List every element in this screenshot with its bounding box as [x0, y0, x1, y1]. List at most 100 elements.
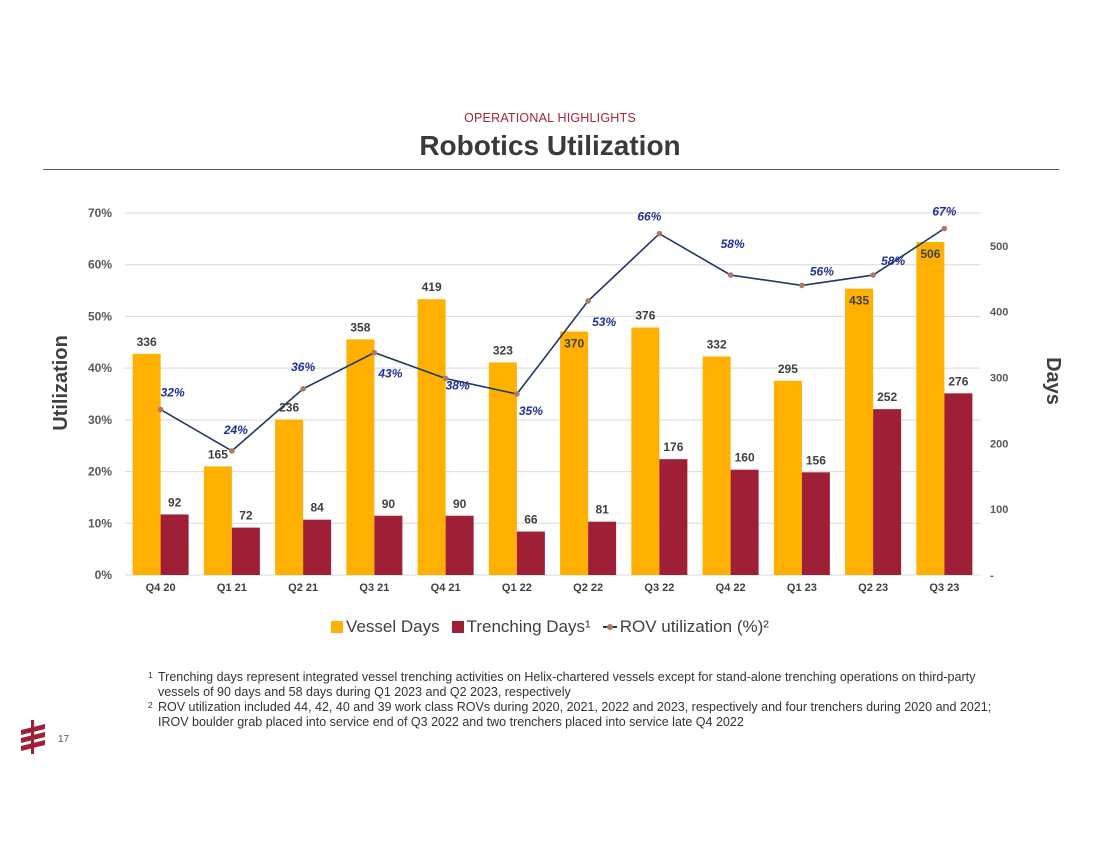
vessel-days-bar [488, 362, 517, 575]
trenching-days-label: 72 [239, 509, 253, 523]
vessel-days-bar [773, 380, 802, 575]
x-axis-tick-label: Q4 20 [146, 582, 176, 594]
page-title: Robotics Utilization [419, 130, 681, 161]
section-label: OPERATIONAL HIGHLIGHTS [464, 111, 636, 125]
vessel-days-label: 295 [778, 362, 798, 376]
vessel-days-label: 236 [279, 401, 299, 415]
vessel-days-label: 370 [564, 336, 584, 350]
vessel-days-bar [702, 356, 731, 575]
rov-utilization-label: 43% [377, 367, 402, 381]
vessel-days-bar [417, 299, 446, 575]
legend-swatch-trenching-days [451, 621, 464, 633]
right-axis-tick-label: - [990, 570, 994, 582]
trenching-days-label: 276 [948, 374, 968, 388]
left-axis-tick-label: 50% [88, 309, 112, 323]
legend-swatch-vessel-days [331, 621, 344, 633]
trenching-days-label: 176 [663, 440, 683, 454]
rov-utilization-label: 24% [223, 423, 248, 437]
legend-item-rov-utilization: ROV utilization (%)² [602, 617, 769, 637]
x-axis-tick-label: Q2 22 [573, 582, 603, 594]
vessel-days-label: 506 [920, 247, 940, 261]
x-axis-tick-label: Q3 22 [644, 582, 674, 594]
vessel-days-bar [560, 331, 589, 575]
vessel-days-label: 332 [707, 337, 727, 351]
legend-item-vessel-days: Vessel Days [331, 617, 440, 637]
vessel-days-label: 165 [208, 447, 228, 461]
footnotes: 1 Trenching days represent integrated ve… [148, 670, 1018, 730]
footnote-2: 2 ROV utilization included 44, 42, 40 an… [148, 700, 1018, 730]
left-axis-title: Utilization [50, 335, 72, 431]
legend-label-trenching-days: Trenching Days¹ [466, 617, 591, 636]
x-axis-tick-label: Q2 21 [288, 582, 318, 594]
page-number: 17 [58, 734, 70, 745]
trenching-days-bar [659, 459, 688, 575]
rov-utilization-label: 58% [721, 237, 745, 251]
x-axis-tick-label: Q3 23 [929, 582, 959, 594]
chart-legend: Vessel Days Trenching Days¹ ROV utilizat… [0, 617, 1100, 637]
trenching-days-label: 90 [453, 497, 467, 511]
x-axis-tick-label: Q1 21 [217, 582, 247, 594]
trenching-days-label: 81 [595, 503, 609, 517]
trenching-days-bar [588, 521, 617, 575]
vessel-days-label: 358 [350, 320, 370, 334]
left-axis-tick-label: 60% [88, 258, 112, 272]
rov-utilization-label: 67% [932, 205, 956, 219]
rov-utilization-point [514, 391, 520, 397]
vessel-days-bar [631, 327, 660, 575]
rov-utilization-point [656, 230, 663, 237]
x-axis-tick-label: Q1 23 [787, 582, 817, 594]
rov-utilization-line [160, 227, 945, 452]
vessel-days-label: 376 [635, 309, 655, 323]
title-divider [43, 169, 1059, 170]
rov-utilization-point [300, 386, 306, 392]
vessel-days-label: 419 [422, 280, 442, 294]
rov-utilization-point [371, 349, 378, 356]
left-axis-tick-label: 40% [88, 361, 112, 375]
rov-utilization-label: 38% [446, 378, 470, 392]
trenching-days-bar [516, 531, 545, 575]
right-axis-tick-label: 400 [990, 307, 1008, 319]
rov-utilization-point [229, 448, 235, 454]
footnote-1-text: Trenching days represent integrated vess… [158, 670, 976, 699]
vessel-days-bar [346, 339, 375, 575]
footnote-2-text: ROV utilization included 44, 42, 40 and … [158, 700, 992, 729]
rov-utilization-label: 53% [592, 315, 616, 329]
trenching-days-bar [944, 393, 973, 575]
right-axis-tick-label: 200 [990, 438, 1008, 450]
trenching-days-label: 66 [524, 513, 538, 527]
vessel-days-bar [132, 353, 161, 575]
right-axis-tick-label: 300 [990, 373, 1008, 385]
rov-utilization-label: 36% [291, 360, 315, 374]
rov-utilization-label: 56% [810, 264, 834, 278]
legend-label-rov-utilization: ROV utilization (%)² [619, 617, 769, 636]
left-axis-tick-label: 70% [88, 206, 112, 220]
x-axis-tick-label: Q1 22 [502, 582, 532, 594]
x-axis-tick-label: Q3 21 [359, 582, 389, 594]
trenching-days-bar [231, 527, 260, 575]
left-axis-tick-label: 30% [88, 413, 112, 427]
x-axis-tick-label: Q2 23 [858, 582, 888, 594]
footnote-2-mark: 2 [148, 700, 153, 710]
vessel-days-bar [845, 288, 874, 575]
rov-utilization-point [727, 272, 734, 278]
trenching-days-bar [303, 519, 332, 575]
trenching-days-bar [801, 472, 830, 575]
x-axis-tick-label: Q4 21 [431, 582, 461, 594]
right-axis-tick-label: 500 [990, 241, 1008, 253]
left-axis-tick-label: 20% [88, 465, 112, 479]
left-axis-tick-label: 10% [88, 516, 112, 530]
trenching-days-label: 90 [382, 497, 396, 511]
vessel-days-label: 336 [137, 335, 157, 349]
legend-item-trenching-days: Trenching Days¹ [451, 617, 591, 637]
rov-utilization-label: 66% [637, 210, 661, 224]
trenching-days-label: 92 [168, 495, 182, 509]
rov-utilization-point [941, 225, 948, 232]
legend-label-vessel-days: Vessel Days [346, 617, 440, 636]
rov-utilization-label: 32% [161, 386, 185, 400]
x-axis-tick-label: Q4 22 [716, 582, 746, 594]
legend-swatch-rov-utilization [602, 621, 617, 633]
trenching-days-bar [445, 515, 474, 575]
right-axis-title: Days [1042, 357, 1064, 405]
vessel-days-bar [916, 241, 945, 575]
vessel-days-bar [275, 419, 304, 575]
